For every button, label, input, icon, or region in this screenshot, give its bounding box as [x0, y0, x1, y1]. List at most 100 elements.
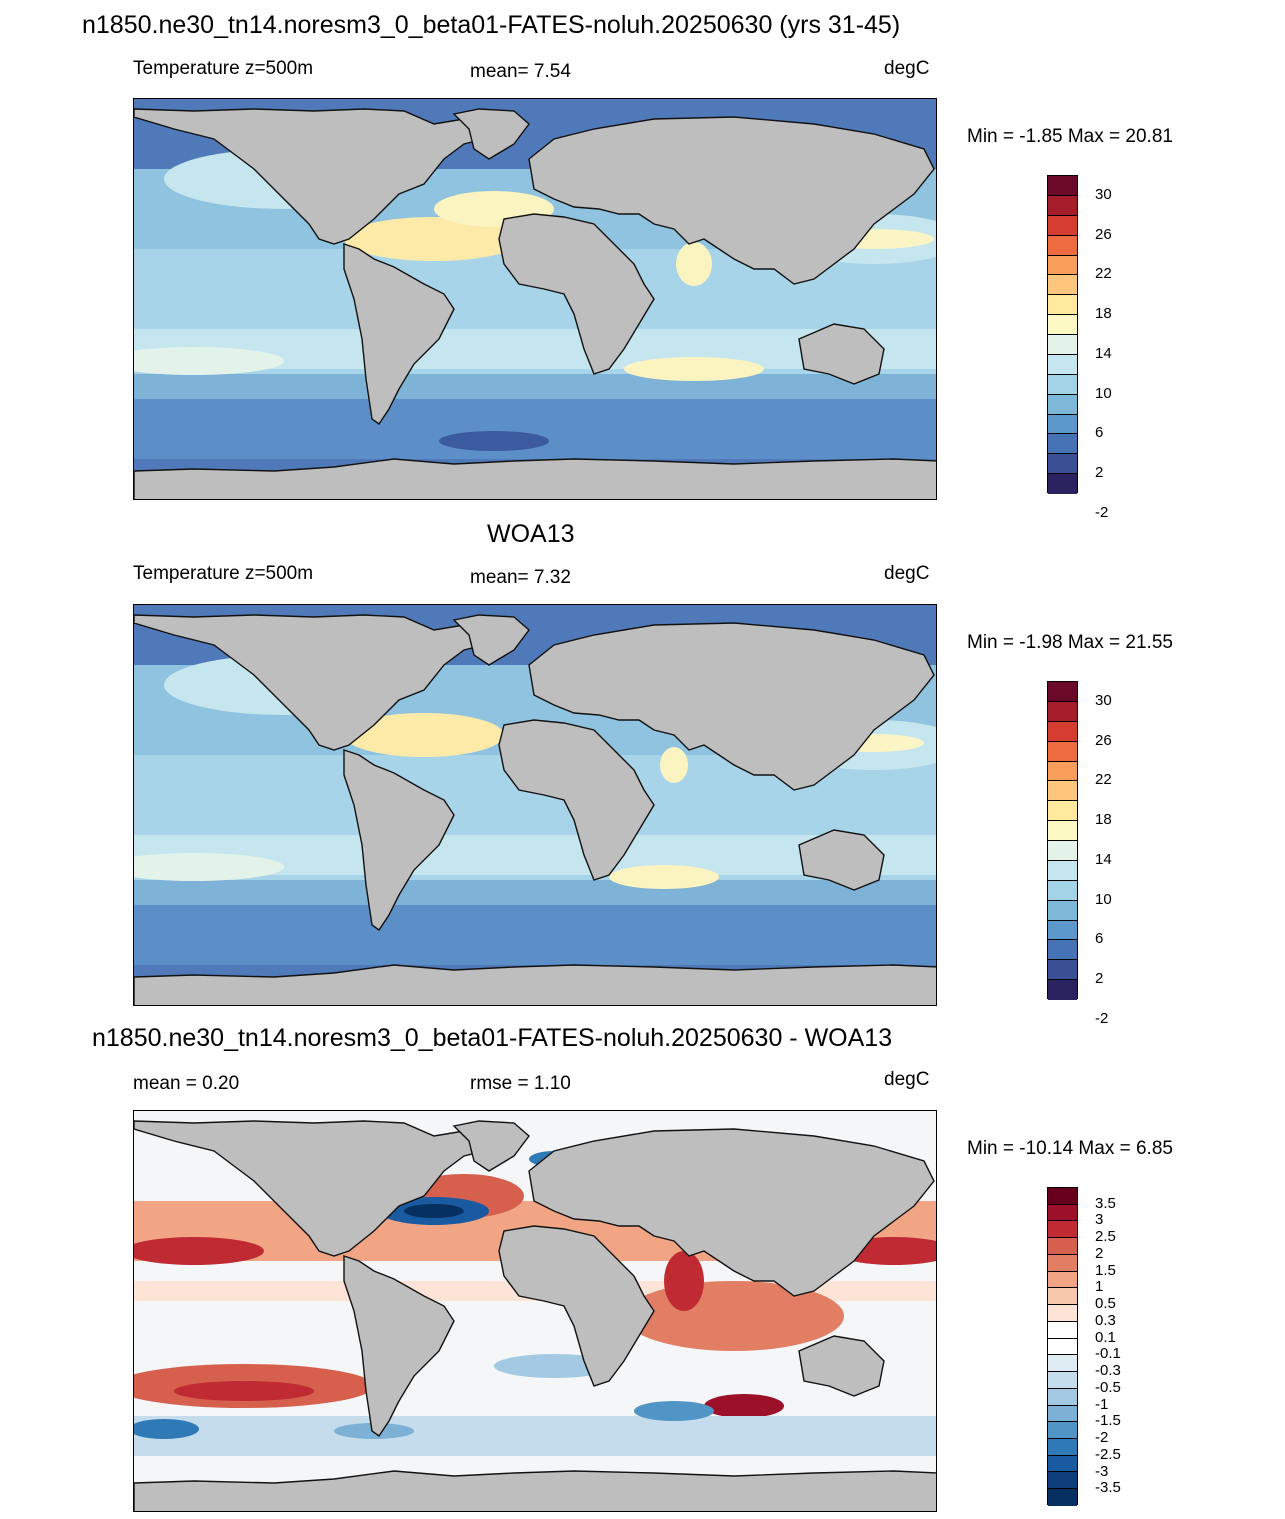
panel3-rmse: rmse = 1.10 [470, 1073, 571, 1094]
colorbar-swatch [1048, 1321, 1077, 1339]
colorbar-swatch [1048, 721, 1077, 742]
colorbar-tick-label: 10 [1095, 384, 1112, 402]
colorbar-tick-label: -2 [1095, 503, 1109, 521]
colorbar-swatch [1048, 275, 1077, 296]
colorbar-tick-label: 0.1 [1095, 1328, 1116, 1346]
panel2-map-svg [134, 605, 936, 1005]
colorbar-tick-label: 1.5 [1095, 1261, 1116, 1279]
colorbar-tick-label: 1 [1095, 1278, 1104, 1296]
colorbar-swatch [1048, 255, 1077, 276]
panel3-units: degC [884, 1069, 930, 1090]
colorbar-tick-label: 18 [1095, 811, 1112, 829]
colorbar-swatch [1048, 454, 1077, 475]
colorbar-swatch [1048, 1238, 1077, 1255]
colorbar-tick-label: 0.5 [1095, 1295, 1116, 1313]
colorbar-tick-label: 2 [1095, 1244, 1104, 1262]
colorbar-swatch [1048, 295, 1077, 316]
panel3-title: n1850.ne30_tn14.noresm3_0_beta01-FATES-n… [92, 1024, 893, 1052]
colorbar-tick-label: 0.3 [1095, 1311, 1116, 1329]
panel2-title: WOA13 [487, 520, 575, 548]
colorbar-swatch [1048, 1439, 1077, 1456]
colorbar-swatch [1048, 821, 1077, 841]
colorbar-tick-label: -1 [1095, 1395, 1109, 1413]
colorbar-tick-label: 18 [1095, 305, 1112, 323]
colorbar-swatch [1048, 682, 1077, 702]
colorbar-tick-label: -3.5 [1095, 1479, 1121, 1497]
colorbar-swatch [1048, 176, 1077, 196]
panel3-colorbar [1047, 1187, 1078, 1506]
colorbar-tick-label: 26 [1095, 731, 1112, 749]
colorbar-swatch [1048, 394, 1077, 415]
colorbar-tick-label: 6 [1095, 930, 1104, 948]
colorbar-tick-label: -2.5 [1095, 1445, 1121, 1463]
colorbar-swatch [1048, 434, 1077, 455]
colorbar-swatch [1048, 1188, 1077, 1205]
colorbar-swatch [1048, 900, 1077, 921]
colorbar-swatch [1048, 701, 1077, 722]
colorbar-tick-label: -2 [1095, 1429, 1109, 1447]
colorbar-tick-label: 3 [1095, 1211, 1104, 1229]
colorbar-tick-label: 22 [1095, 265, 1112, 283]
panel2-map [133, 604, 937, 1006]
colorbar-swatch [1048, 1489, 1077, 1506]
colorbar-swatch [1048, 781, 1077, 802]
colorbar-swatch [1048, 1472, 1077, 1490]
colorbar-swatch [1048, 841, 1077, 861]
colorbar-tick-label: 3.5 [1095, 1194, 1116, 1212]
colorbar-swatch [1048, 1305, 1077, 1322]
colorbar-swatch [1048, 860, 1077, 881]
colorbar-tick-label: -3 [1095, 1462, 1109, 1480]
colorbar-swatch [1048, 335, 1077, 355]
colorbar-tick-label: 6 [1095, 424, 1104, 442]
panel1-minmax: Min = -1.85 Max = 20.81 [967, 126, 1173, 147]
colorbar-swatch [1048, 1422, 1077, 1440]
colorbar-tick-label: -0.5 [1095, 1378, 1121, 1396]
panel2-mean: mean= 7.32 [470, 567, 571, 588]
colorbar-tick-label: 2.5 [1095, 1228, 1116, 1246]
colorbar-swatch [1048, 741, 1077, 762]
colorbar-tick-label: -0.1 [1095, 1345, 1121, 1363]
colorbar-swatch [1048, 960, 1077, 981]
colorbar-swatch [1048, 1204, 1077, 1222]
panel1-field-label: Temperature z=500m [133, 58, 314, 79]
colorbar-tick-label: 22 [1095, 771, 1112, 789]
colorbar-swatch [1048, 940, 1077, 961]
panel1-map [133, 98, 937, 500]
panel3-minmax: Min = -10.14 Max = 6.85 [967, 1138, 1173, 1159]
colorbar-swatch [1048, 315, 1077, 335]
colorbar-swatch [1048, 1405, 1077, 1423]
colorbar-tick-label: 10 [1095, 890, 1112, 908]
colorbar-swatch [1048, 980, 1077, 1000]
colorbar-tick-label: 14 [1095, 344, 1112, 362]
colorbar-tick-label: -0.3 [1095, 1362, 1121, 1380]
colorbar-tick-label: 26 [1095, 225, 1112, 243]
colorbar-tick-label: 30 [1095, 185, 1112, 203]
colorbar-tick-label: 14 [1095, 850, 1112, 868]
colorbar-tick-label: -1.5 [1095, 1412, 1121, 1430]
panel1-units: degC [884, 58, 930, 79]
panel3-map-svg [134, 1111, 936, 1511]
panel1-colorbar [1047, 175, 1078, 494]
colorbar-swatch [1048, 374, 1077, 395]
colorbar-swatch [1048, 1271, 1077, 1289]
colorbar-swatch [1048, 1338, 1077, 1356]
colorbar-swatch [1048, 1221, 1077, 1239]
colorbar-tick-label: 2 [1095, 970, 1104, 988]
colorbar-swatch [1048, 1254, 1077, 1272]
colorbar-tick-label: 30 [1095, 691, 1112, 709]
colorbar-swatch [1048, 195, 1077, 216]
colorbar-swatch [1048, 235, 1077, 256]
colorbar-swatch [1048, 880, 1077, 901]
panel1-map-svg [134, 99, 936, 499]
colorbar-swatch [1048, 215, 1077, 236]
panel2-field-label: Temperature z=500m [133, 563, 314, 584]
panel3-mean: mean = 0.20 [133, 1073, 240, 1094]
colorbar-swatch [1048, 1288, 1077, 1306]
colorbar-swatch [1048, 1455, 1077, 1473]
panel2-minmax: Min = -1.98 Max = 21.55 [967, 632, 1173, 653]
colorbar-swatch [1048, 474, 1077, 494]
panel2-colorbar [1047, 681, 1078, 1000]
colorbar-swatch [1048, 801, 1077, 822]
panel2-units: degC [884, 563, 930, 584]
colorbar-swatch [1048, 761, 1077, 782]
